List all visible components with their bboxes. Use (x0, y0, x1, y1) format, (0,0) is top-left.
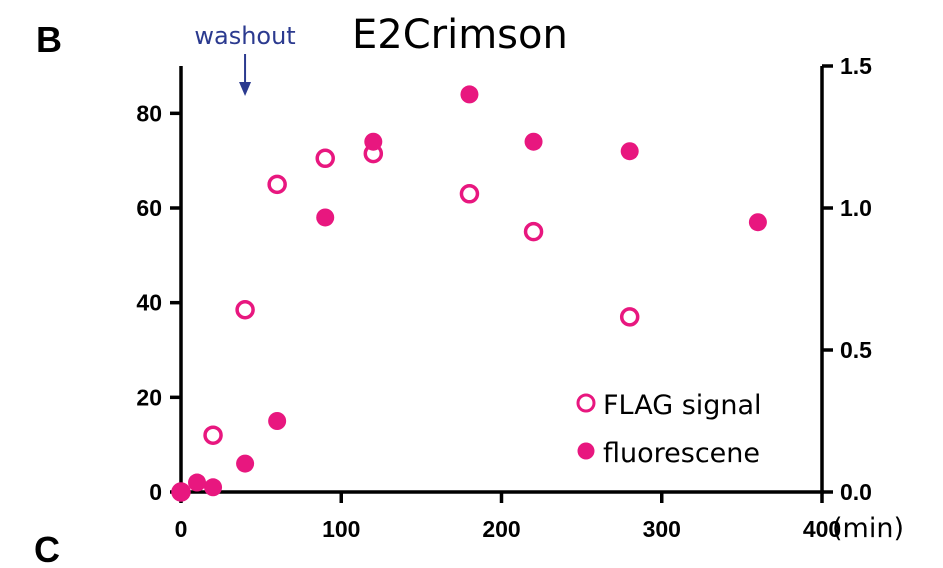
x-tick-label: 200 (482, 516, 520, 542)
legend-label: FLAG signal (603, 390, 762, 421)
y-right-tick-label: 1.0 (840, 195, 872, 221)
data-points (171, 85, 767, 502)
fluorescence-point (268, 412, 287, 430)
x-tick-label: 0 (175, 516, 188, 542)
x-axis-unit-label: (min) (832, 513, 904, 544)
y-left-tick-label: 60 (136, 195, 162, 221)
flag-signal-point (619, 307, 640, 327)
washout-label: washout (194, 22, 295, 50)
fluorescence-point (620, 142, 639, 161)
chart-title: E2Crimson (352, 12, 568, 58)
washout-arrow-head (239, 82, 252, 96)
flag-signal-point (459, 184, 480, 204)
fluorescence-point (188, 473, 207, 492)
fluorescence-point (460, 85, 479, 104)
y-right-tick-label: 1.5 (840, 53, 872, 79)
fluorescence-point (524, 132, 543, 151)
fluorescence-point (364, 132, 383, 151)
legend-marker-open (576, 393, 596, 413)
fluorescence-point (316, 208, 335, 227)
y-left-tick-label: 40 (136, 290, 162, 316)
x-tick-label: 400 (803, 516, 841, 542)
y-right-tick-label: 0.5 (840, 337, 872, 363)
panel-label-c: C (34, 529, 60, 568)
x-tick-label: 300 (643, 516, 681, 542)
legend-label: fluorescene (603, 438, 760, 469)
y-left-tick-label: 0 (149, 479, 162, 505)
y-left-tick-label: 20 (136, 384, 162, 410)
axis-ticks: 0 100 200 300 400 0 20 40 60 80 0.0 0.5 1.0 1.5 (136, 53, 872, 542)
flag-signal-point (267, 174, 287, 195)
fluorescence-point (748, 213, 767, 232)
washout-annotation: washout (194, 22, 296, 96)
y-right-tick-label: 0.0 (840, 479, 872, 505)
panel-label-b: B (36, 19, 62, 60)
flag-signal-point (315, 148, 335, 169)
fluorescence-point (172, 483, 190, 501)
legend: FLAG signal fluorescene (576, 390, 762, 469)
x-tick-label: 100 (322, 516, 360, 542)
y-left-tick-label: 80 (136, 100, 162, 126)
flag-signal-point (523, 221, 544, 242)
flag-signal-point (235, 300, 255, 320)
legend-marker-filled (577, 442, 595, 460)
fluorescence-point (236, 454, 255, 473)
fluorescence-point (204, 478, 223, 497)
flag-signal-point (203, 425, 223, 445)
